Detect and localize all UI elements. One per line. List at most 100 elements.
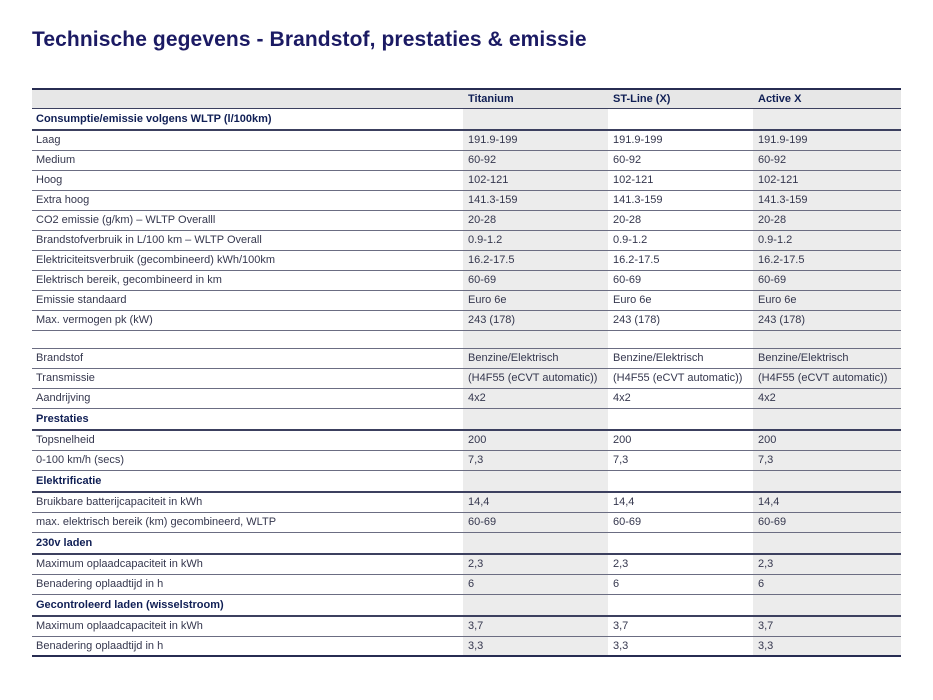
spec-row: Laag 191.9-199 191.9-199 191.9-199 [32, 130, 901, 151]
column-header-titanium: Titanium [463, 88, 608, 109]
value-cell-titanium: 20-28 [463, 210, 608, 231]
row-label: Hoog [32, 170, 463, 191]
spacer-row [32, 330, 901, 349]
spec-row: Bruikbare batterijcapaciteit in kWh 14,4 1… [32, 492, 901, 513]
spec-row: Max. vermogen pk (kW) 243 (178) 243 (178) 2… [32, 310, 901, 331]
value-cell-active-x [753, 594, 901, 617]
value-cell-st-line-x: 191.9-199 [608, 130, 753, 151]
section-row: 230v laden [32, 532, 901, 555]
spec-row: Transmissie (H4F55 (eCVT automatic)) (H4F5… [32, 368, 901, 389]
value-cell-active-x: 60-92 [753, 150, 901, 171]
value-cell-st-line-x: 3,3 [608, 636, 753, 657]
value-cell-st-line-x: 60-69 [608, 512, 753, 533]
row-label: Max. vermogen pk (kW) [32, 310, 463, 331]
value-cell-st-line-x: Benzine/Elektrisch [608, 348, 753, 369]
value-cell-active-x [753, 532, 901, 555]
row-label: max. elektrisch bereik (km) gecombineerd… [32, 512, 463, 533]
value-cell-titanium: 3,7 [463, 616, 608, 637]
value-cell-titanium: 60-69 [463, 512, 608, 533]
value-cell-titanium: 7,3 [463, 450, 608, 471]
value-cell-titanium [463, 330, 608, 349]
spec-row: Elektriciteitsverbruik (gecombineerd) kW… [32, 250, 901, 271]
value-cell-active-x: 7,3 [753, 450, 901, 471]
spec-row: Medium 60-92 60-92 60-92 [32, 150, 901, 171]
value-cell-active-x: 60-69 [753, 512, 901, 533]
value-cell-st-line-x: 20-28 [608, 210, 753, 231]
row-label: Maximum oplaadcapaciteit in kWh [32, 616, 463, 637]
value-cell-st-line-x: 60-69 [608, 270, 753, 291]
value-cell-st-line-x: (H4F55 (eCVT automatic)) [608, 368, 753, 389]
spec-table: Titanium ST-Line (X) Active X Consumptie… [32, 88, 901, 657]
value-cell-active-x: 60-69 [753, 270, 901, 291]
value-cell-active-x [753, 108, 901, 131]
spec-row: Topsnelheid 200 200 200 [32, 430, 901, 451]
value-cell-titanium: 60-92 [463, 150, 608, 171]
value-cell-st-line-x: 60-92 [608, 150, 753, 171]
value-cell-titanium: 3,3 [463, 636, 608, 657]
value-cell-titanium: 141.3-159 [463, 190, 608, 211]
value-cell-st-line-x: 243 (178) [608, 310, 753, 331]
row-label: Elektrisch bereik, gecombineerd in km [32, 270, 463, 291]
value-cell-st-line-x [608, 470, 753, 493]
row-label: Emissie standaard [32, 290, 463, 311]
value-cell-active-x: 20-28 [753, 210, 901, 231]
value-cell-active-x: Euro 6e [753, 290, 901, 311]
spec-row: Emissie standaard Euro 6e Euro 6e Euro 6e [32, 290, 901, 311]
value-cell-active-x: 2,3 [753, 554, 901, 575]
value-cell-active-x: (H4F55 (eCVT automatic)) [753, 368, 901, 389]
section-row: Gecontroleerd laden (wisselstroom) [32, 594, 901, 617]
value-cell-titanium: 200 [463, 430, 608, 451]
row-label [32, 330, 463, 349]
value-cell-titanium: 243 (178) [463, 310, 608, 331]
table-header-row: Titanium ST-Line (X) Active X [32, 88, 901, 109]
column-header-active-x: Active X [753, 88, 901, 109]
section-row: Prestaties [32, 408, 901, 431]
value-cell-st-line-x: 141.3-159 [608, 190, 753, 211]
value-cell-st-line-x: 14,4 [608, 492, 753, 513]
value-cell-titanium: 0.9-1.2 [463, 230, 608, 251]
value-cell-titanium [463, 470, 608, 493]
value-cell-st-line-x: 2,3 [608, 554, 753, 575]
spec-row: Elektrisch bereik, gecombineerd in km 60-… [32, 270, 901, 291]
row-label: Aandrijving [32, 388, 463, 409]
value-cell-st-line-x [608, 108, 753, 131]
row-label: Maximum oplaadcapaciteit in kWh [32, 554, 463, 575]
value-cell-active-x: 243 (178) [753, 310, 901, 331]
value-cell-active-x: 200 [753, 430, 901, 451]
value-cell-titanium: (H4F55 (eCVT automatic)) [463, 368, 608, 389]
value-cell-titanium: 6 [463, 574, 608, 595]
row-label: Medium [32, 150, 463, 171]
value-cell-st-line-x: Euro 6e [608, 290, 753, 311]
value-cell-active-x: Benzine/Elektrisch [753, 348, 901, 369]
column-header-empty [32, 88, 463, 109]
value-cell-st-line-x: 102-121 [608, 170, 753, 191]
value-cell-titanium: 14,4 [463, 492, 608, 513]
value-cell-titanium [463, 108, 608, 131]
spec-row: Extra hoog 141.3-159 141.3-159 141.3-159 [32, 190, 901, 211]
spec-table-body: Consumptie/emissie volgens WLTP (l/100km… [32, 108, 901, 657]
value-cell-active-x: 14,4 [753, 492, 901, 513]
value-cell-titanium [463, 594, 608, 617]
value-cell-st-line-x [608, 408, 753, 431]
value-cell-st-line-x [608, 330, 753, 349]
value-cell-st-line-x: 4x2 [608, 388, 753, 409]
value-cell-active-x: 141.3-159 [753, 190, 901, 211]
spec-row: CO2 emissie (g/km) – WLTP Overalll 20-28 2… [32, 210, 901, 231]
row-label: Extra hoog [32, 190, 463, 211]
value-cell-active-x: 0.9-1.2 [753, 230, 901, 251]
value-cell-active-x: 191.9-199 [753, 130, 901, 151]
section-heading: Prestaties [32, 408, 463, 431]
value-cell-active-x: 6 [753, 574, 901, 595]
value-cell-st-line-x [608, 532, 753, 555]
section-heading: Elektrificatie [32, 470, 463, 493]
value-cell-titanium: Benzine/Elektrisch [463, 348, 608, 369]
row-label: Elektriciteitsverbruik (gecombineerd) kW… [32, 250, 463, 271]
row-label: Brandstof [32, 348, 463, 369]
value-cell-active-x [753, 408, 901, 431]
value-cell-active-x: 16.2-17.5 [753, 250, 901, 271]
row-label: Brandstofverbruik in L/100 km – WLTP Ove… [32, 230, 463, 251]
spec-row: Hoog 102-121 102-121 102-121 [32, 170, 901, 191]
value-cell-titanium [463, 532, 608, 555]
